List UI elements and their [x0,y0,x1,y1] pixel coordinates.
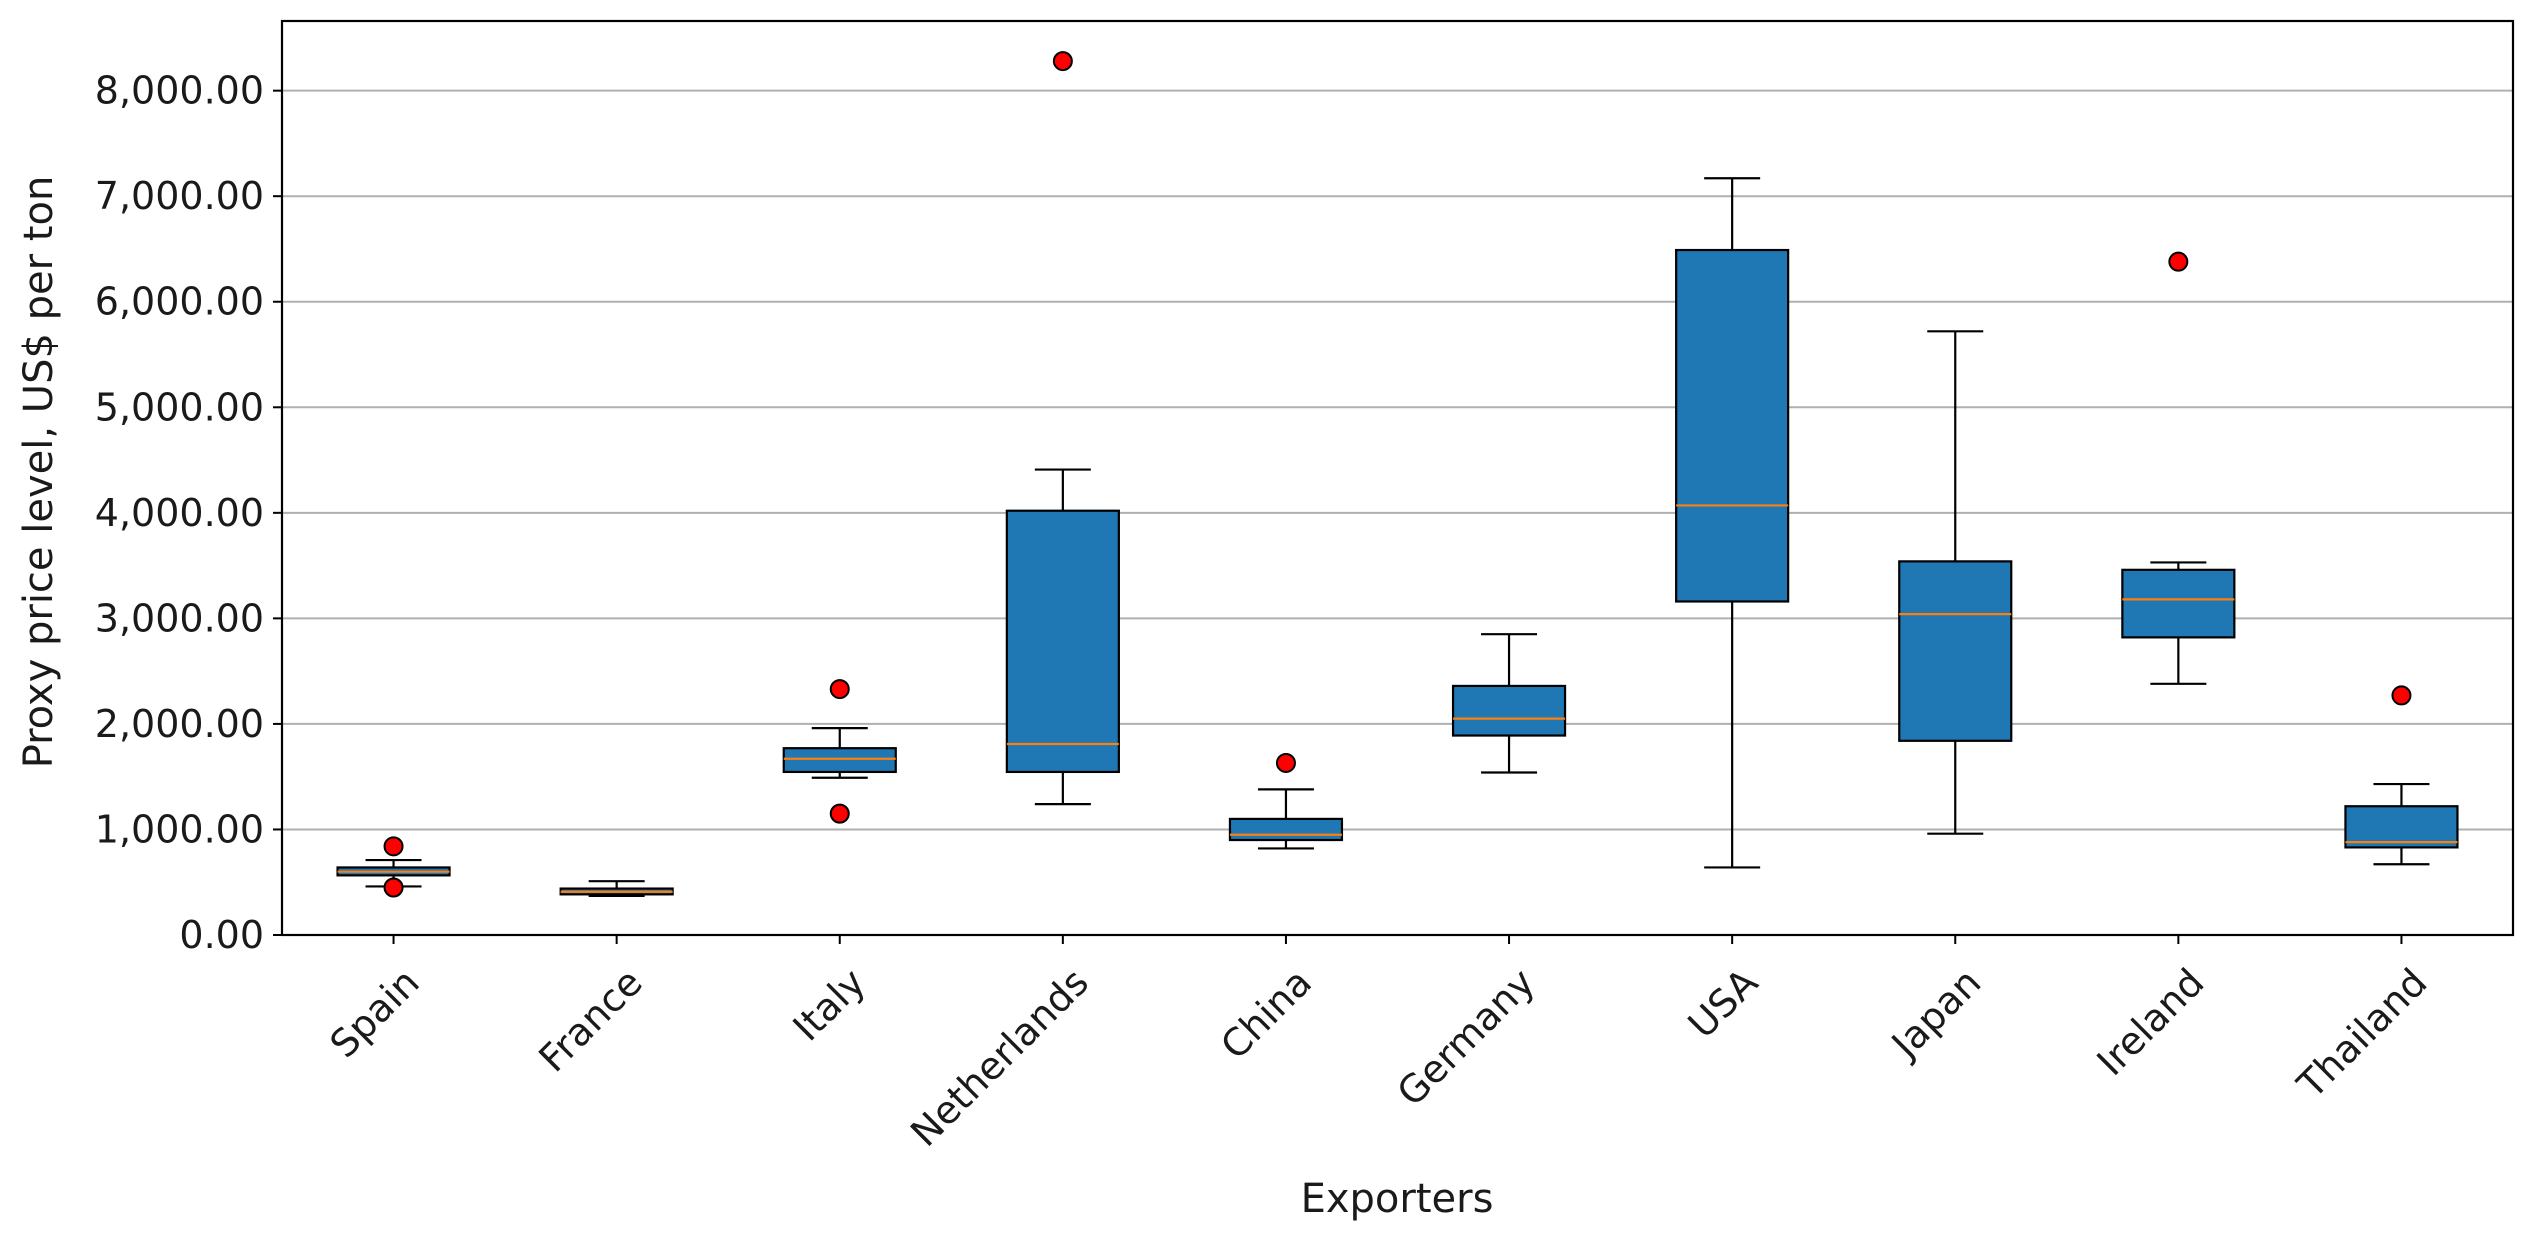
y-tick-label: 0.00 [179,913,264,957]
iqr-box [1898,560,2013,742]
y-tick-label: 7,000.00 [95,174,264,218]
iqr-box [2344,805,2459,849]
x-tick-label: Thailand [2288,960,2435,1107]
outlier-point [2391,685,2412,706]
outlier-point [383,836,404,857]
y-tick-label: 8,000.00 [95,69,264,113]
box-netherlands [1005,51,1120,806]
iqr-box [1675,248,1790,603]
plot-frame [280,19,2515,937]
outlier-point [1052,51,1073,72]
y-tick-label: 1,000.00 [95,807,264,851]
iqr-box [782,747,897,774]
iqr-box [1451,684,1567,737]
x-tick-label: Germany [1389,960,1544,1115]
box-italy [782,679,897,824]
x-axis-label: Exporters [1301,1176,1494,1222]
y-tick-label: 4,000.00 [95,491,264,535]
iqr-box [1228,817,1344,842]
x-tick-label: France [530,960,650,1080]
box-spain [336,836,451,898]
x-tick-label: USA [1680,960,1767,1047]
box-france [559,880,674,898]
box-germany [1451,633,1567,774]
y-tick-label: 3,000.00 [95,596,264,640]
x-tick-label: China [1212,960,1320,1068]
y-tick-label: 2,000.00 [95,702,264,746]
iqr-box [2121,568,2236,639]
outlier-point [829,803,850,824]
outlier-point [383,877,404,898]
box-japan [1898,330,2013,835]
y-axis-label: Proxy price level, US$ per ton [16,176,62,769]
outlier-point [1275,752,1296,773]
box-thailand [2344,685,2459,866]
box-ireland [2121,251,2236,685]
box-series [336,51,2459,898]
box-china [1228,752,1344,850]
outlier-point [829,679,850,700]
x-tick-label: Ireland [2088,960,2212,1084]
iqr-box [1005,509,1120,774]
gridlines [282,89,2513,831]
y-tick-label: 6,000.00 [95,280,264,324]
x-tick-label: Spain [322,960,428,1066]
box-usa [1675,177,1790,869]
x-tick-label: Japan [1882,960,1989,1067]
x-tick-label: Italy [784,960,873,1049]
outlier-point [2168,251,2189,272]
y-tick-label: 5,000.00 [95,385,264,429]
x-tick-label: Netherlands [902,960,1097,1155]
